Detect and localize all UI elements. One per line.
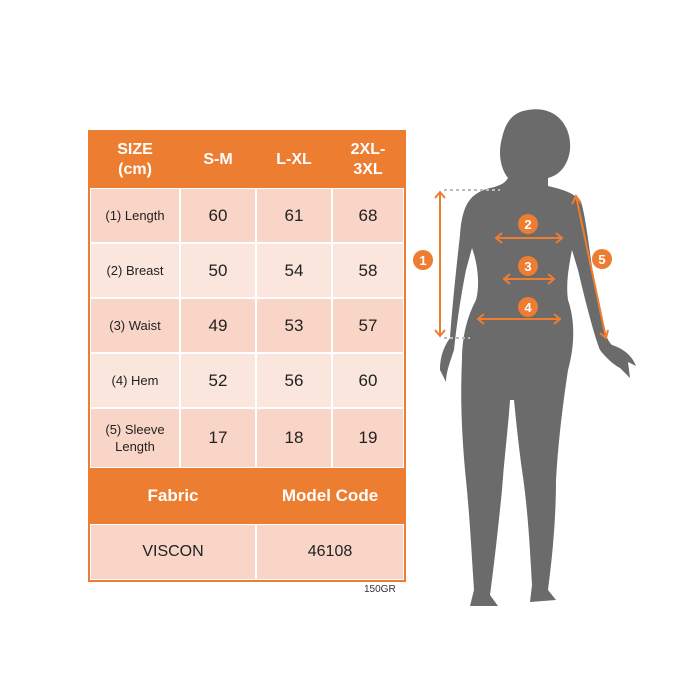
cell: 49 — [180, 298, 256, 353]
table-row: (5) Sleeve Length 17 18 19 — [90, 408, 404, 468]
cell: 18 — [256, 408, 332, 468]
cell: 52 — [180, 353, 256, 408]
svg-text:2: 2 — [524, 217, 531, 232]
cell: 54 — [256, 243, 332, 298]
row-label: (5) Sleeve Length — [90, 408, 180, 468]
table-row: (2) Breast 50 54 58 — [90, 243, 404, 298]
cell: 56 — [256, 353, 332, 408]
model-code-label: Model Code — [256, 468, 404, 524]
cell: 17 — [180, 408, 256, 468]
marker-2: 2 — [518, 214, 538, 234]
row-label: (3) Waist — [90, 298, 180, 353]
svg-text:4: 4 — [524, 300, 532, 315]
table-row: (3) Waist 49 53 57 — [90, 298, 404, 353]
row-label: (1) Length — [90, 188, 180, 243]
sleeve-arrow — [575, 195, 607, 339]
marker-3: 3 — [518, 256, 538, 276]
cell: 57 — [332, 298, 404, 353]
row-label: (2) Breast — [90, 243, 180, 298]
header-s-m: S-M — [180, 132, 256, 188]
cell: 19 — [332, 408, 404, 468]
fabric-weight: 150GR — [364, 584, 396, 595]
svg-text:3: 3 — [524, 259, 531, 274]
cell: 61 — [256, 188, 332, 243]
marker-4: 4 — [518, 297, 538, 317]
measurement-lines — [434, 189, 609, 340]
size-chart-table: SIZE (cm) S-M L-XL 2XL-3XL (1) Length 60… — [88, 130, 406, 582]
model-code-value: 46108 — [256, 524, 404, 580]
table-row: (4) Hem 52 56 60 — [90, 353, 404, 408]
fabric-value: VISCON — [90, 524, 256, 580]
silhouette-shape — [440, 109, 636, 606]
row-label: (4) Hem — [90, 353, 180, 408]
body-silhouette-diagram: 1 2 3 4 5 — [413, 109, 636, 606]
marker-1: 1 — [413, 250, 433, 270]
svg-text:5: 5 — [598, 252, 605, 267]
fabric-value-row: VISCON 46108 — [90, 524, 404, 580]
fabric-label: Fabric — [90, 468, 256, 524]
cell: 50 — [180, 243, 256, 298]
cell: 60 — [332, 353, 404, 408]
marker-5: 5 — [592, 249, 612, 269]
fabric-header-row: Fabric Model Code — [90, 468, 404, 524]
header-2xl-3xl: 2XL-3XL — [332, 132, 404, 188]
cell: 58 — [332, 243, 404, 298]
svg-text:1: 1 — [419, 253, 426, 268]
cell: 68 — [332, 188, 404, 243]
table-header-row: SIZE (cm) S-M L-XL 2XL-3XL — [90, 132, 404, 188]
table-row: (1) Length 60 61 68 — [90, 188, 404, 243]
cell: 53 — [256, 298, 332, 353]
header-size: SIZE (cm) — [90, 132, 180, 188]
header-l-xl: L-XL — [256, 132, 332, 188]
cell: 60 — [180, 188, 256, 243]
